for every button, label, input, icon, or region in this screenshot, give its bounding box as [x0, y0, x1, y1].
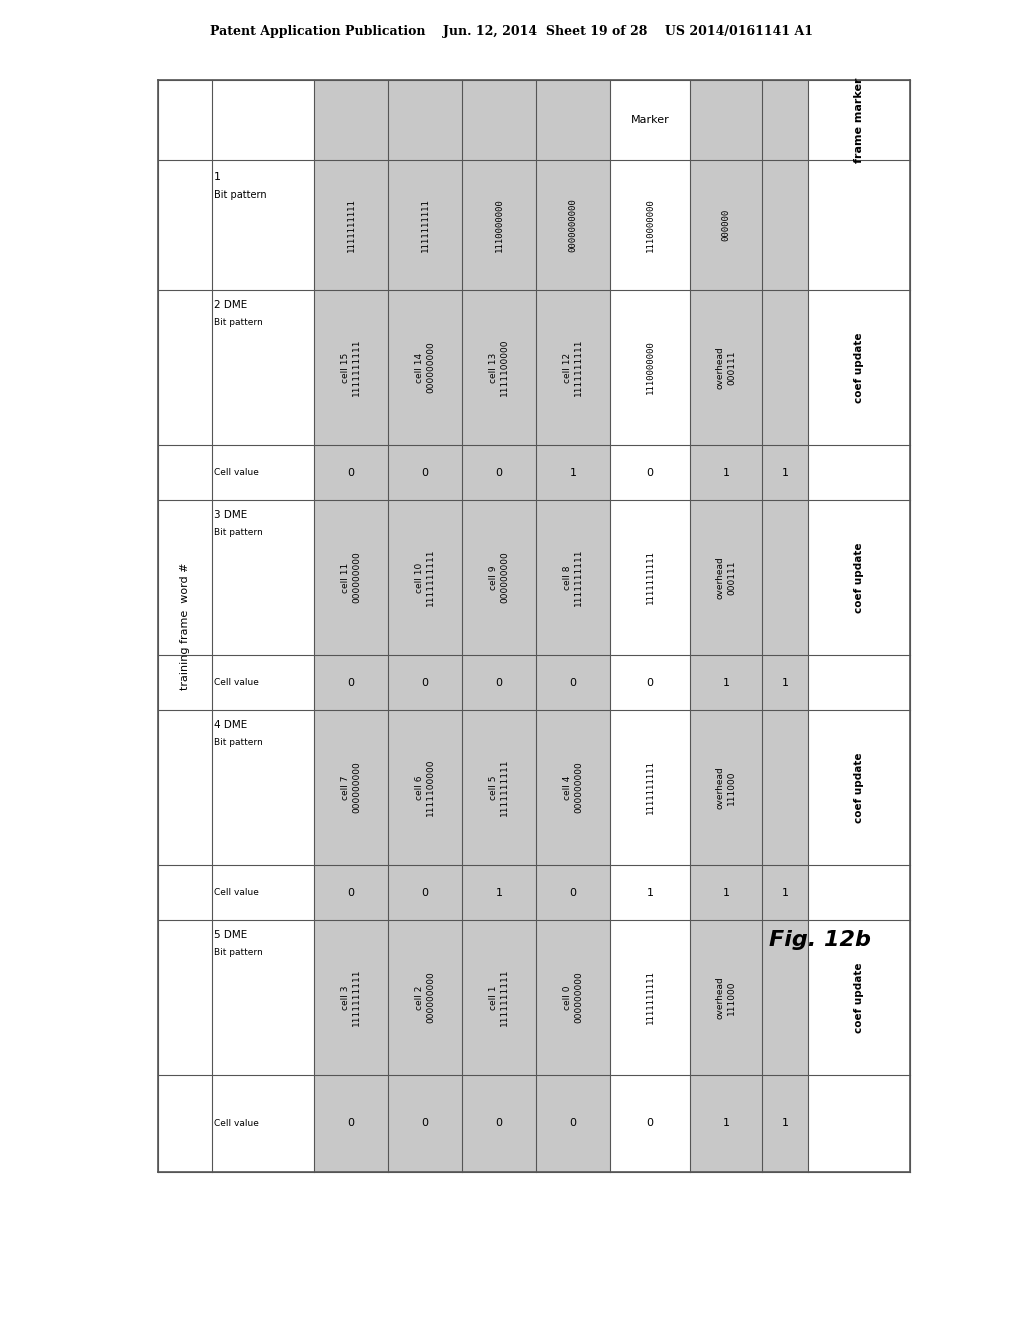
Text: 0: 0 [347, 467, 354, 478]
Text: cell 9
000000000: cell 9 000000000 [488, 552, 509, 603]
Text: Cell value: Cell value [214, 678, 259, 686]
Text: coef update: coef update [854, 543, 864, 612]
Text: 0: 0 [496, 677, 503, 688]
Text: cell 1
1111111111: cell 1 1111111111 [488, 969, 509, 1026]
Bar [388, 81, 462, 1172]
Text: 1111111111: 1111111111 [645, 760, 654, 814]
Text: 1110000000: 1110000000 [645, 198, 654, 252]
Text: Cell value: Cell value [214, 469, 259, 477]
Text: Cell value: Cell value [214, 1119, 259, 1129]
Text: cell 5
1111111111: cell 5 1111111111 [488, 759, 509, 816]
Text: 2 DME: 2 DME [214, 300, 247, 310]
Text: cell 7
000000000: cell 7 000000000 [341, 762, 361, 813]
Text: cell 14
000000000: cell 14 000000000 [415, 342, 435, 393]
Text: 1: 1 [569, 467, 577, 478]
Text: overhead
000111: overhead 000111 [716, 346, 736, 389]
Text: cell 3
1111111111: cell 3 1111111111 [341, 969, 361, 1026]
Text: coef update: coef update [854, 333, 864, 403]
Text: 1: 1 [723, 467, 729, 478]
Text: 0: 0 [347, 1118, 354, 1129]
Text: 1: 1 [496, 887, 503, 898]
Text: 1111111111: 1111111111 [421, 198, 429, 252]
Text: 3 DME: 3 DME [214, 510, 247, 520]
Text: 1: 1 [214, 172, 221, 182]
Text: Bit pattern: Bit pattern [214, 318, 263, 327]
Text: Patent Application Publication    Jun. 12, 2014  Sheet 19 of 28    US 2014/01611: Patent Application Publication Jun. 12, … [211, 25, 813, 38]
Text: 0: 0 [422, 887, 428, 898]
Text: 0: 0 [569, 677, 577, 688]
Text: 0: 0 [569, 887, 577, 898]
Text: 0: 0 [569, 1118, 577, 1129]
Text: cell 2
000000000: cell 2 000000000 [415, 972, 435, 1023]
Text: 1: 1 [723, 887, 729, 898]
Text: 0: 0 [422, 467, 428, 478]
Text: 1110000000: 1110000000 [495, 198, 504, 252]
Text: cell 4
000000000: cell 4 000000000 [563, 762, 583, 813]
Text: cell 12
1111111111: cell 12 1111111111 [563, 339, 583, 396]
Text: 0: 0 [646, 1118, 653, 1129]
Bar [314, 81, 388, 1172]
Text: coef update: coef update [854, 752, 864, 822]
Text: cell 0
000000000: cell 0 000000000 [563, 972, 583, 1023]
Text: 1111111111: 1111111111 [645, 550, 654, 605]
Text: overhead
111000: overhead 111000 [716, 766, 736, 809]
Text: training frame  word #: training frame word # [180, 562, 190, 690]
Bar [158, 81, 910, 1172]
Text: 0: 0 [347, 677, 354, 688]
Text: 0000000000: 0000000000 [568, 198, 578, 252]
Text: 5 DME: 5 DME [214, 931, 247, 940]
Text: Bit pattern: Bit pattern [214, 190, 266, 201]
Text: Bit pattern: Bit pattern [214, 528, 263, 537]
Text: 1: 1 [781, 887, 788, 898]
Bar [536, 81, 610, 1172]
Text: 0: 0 [496, 467, 503, 478]
Text: cell 10
1111111111: cell 10 1111111111 [415, 549, 435, 606]
Text: Marker: Marker [631, 115, 670, 125]
Text: coef update: coef update [854, 962, 864, 1032]
Text: 0: 0 [422, 1118, 428, 1129]
Text: 0: 0 [347, 887, 354, 898]
Text: Cell value: Cell value [214, 888, 259, 898]
Text: cell 6
1111100000: cell 6 1111100000 [415, 759, 435, 816]
Text: 1: 1 [646, 887, 653, 898]
Text: cell 13
1111100000: cell 13 1111100000 [488, 339, 509, 396]
Text: Bit pattern: Bit pattern [214, 948, 263, 957]
Bar [762, 81, 808, 1172]
Text: 000000: 000000 [722, 209, 730, 242]
Bar [690, 81, 762, 1172]
Bar [462, 81, 536, 1172]
Text: 1110000000: 1110000000 [645, 341, 654, 395]
Text: Bit pattern: Bit pattern [214, 738, 263, 747]
Text: 1111111111: 1111111111 [645, 970, 654, 1024]
Text: 1: 1 [723, 677, 729, 688]
Text: overhead
000111: overhead 000111 [716, 556, 736, 599]
Text: 1: 1 [781, 677, 788, 688]
Text: 0: 0 [496, 1118, 503, 1129]
Text: 0: 0 [646, 467, 653, 478]
Text: Fig. 12b: Fig. 12b [769, 931, 871, 950]
Text: 1: 1 [781, 467, 788, 478]
Text: 0: 0 [422, 677, 428, 688]
Text: frame marker: frame marker [854, 78, 864, 162]
Text: 1111111111: 1111111111 [346, 198, 355, 252]
Text: cell 15
1111111111: cell 15 1111111111 [341, 339, 361, 396]
Text: 1: 1 [781, 1118, 788, 1129]
Text: overhead
111000: overhead 111000 [716, 975, 736, 1019]
Text: cell 8
1111111111: cell 8 1111111111 [563, 549, 583, 606]
Text: cell 11
000000000: cell 11 000000000 [341, 552, 361, 603]
Text: 4 DME: 4 DME [214, 719, 247, 730]
Text: 1: 1 [723, 1118, 729, 1129]
Text: 0: 0 [646, 677, 653, 688]
